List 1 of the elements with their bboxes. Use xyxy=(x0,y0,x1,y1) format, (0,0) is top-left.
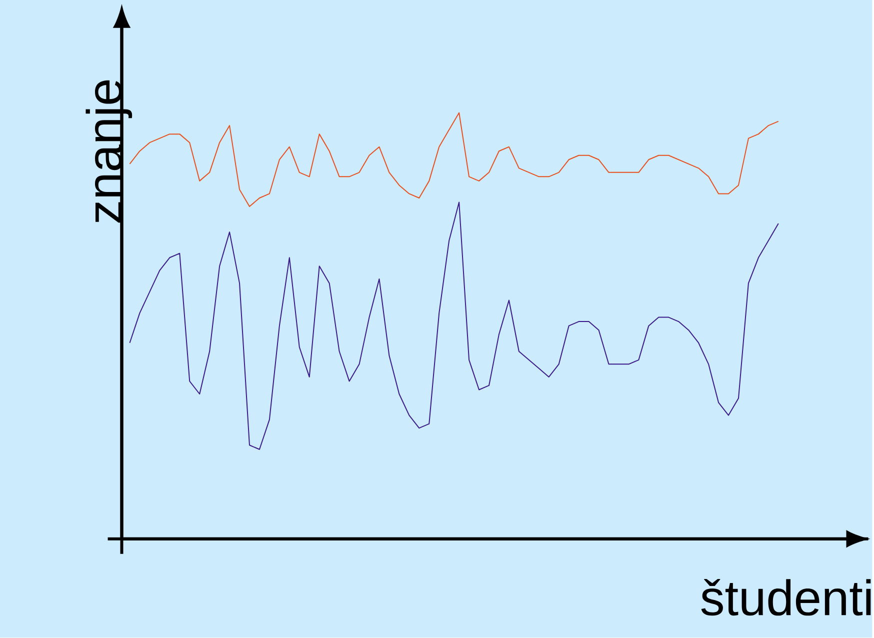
x-axis-title: študenti xyxy=(701,579,871,616)
